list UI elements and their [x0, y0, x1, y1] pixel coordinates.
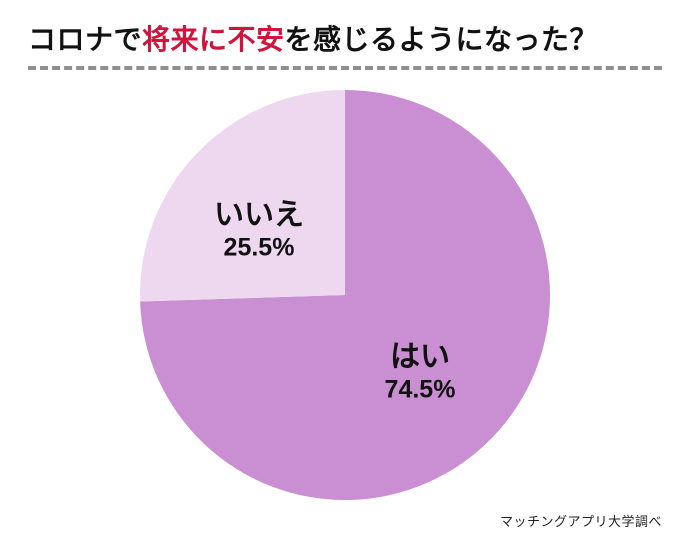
slice-percent-no: 25.5%	[223, 232, 295, 261]
title-segment: コロナで	[28, 24, 143, 55]
pie-slice-yes	[140, 90, 550, 500]
title-segment: を感じるようになった？	[284, 24, 599, 55]
slice-name-yes: はい	[389, 340, 450, 374]
slice-percent-yes: 74.5%	[384, 374, 456, 403]
pie-slice-no	[140, 90, 345, 302]
title-divider	[28, 66, 662, 70]
slice-name-no: いいえ	[214, 198, 304, 232]
pie-svg	[140, 90, 550, 500]
pie-chart: いいえ 25.5% はい 74.5%	[140, 90, 550, 500]
source-credit: マッチングアプリ大学調べ	[499, 514, 662, 529]
title-segment: 将来に不安	[142, 24, 285, 55]
slice-label-no: いいえ 25.5%	[214, 198, 304, 261]
slice-label-yes: はい 74.5%	[385, 340, 456, 403]
page-title: コロナで将来に不安を感じるようになった？	[28, 18, 598, 58]
